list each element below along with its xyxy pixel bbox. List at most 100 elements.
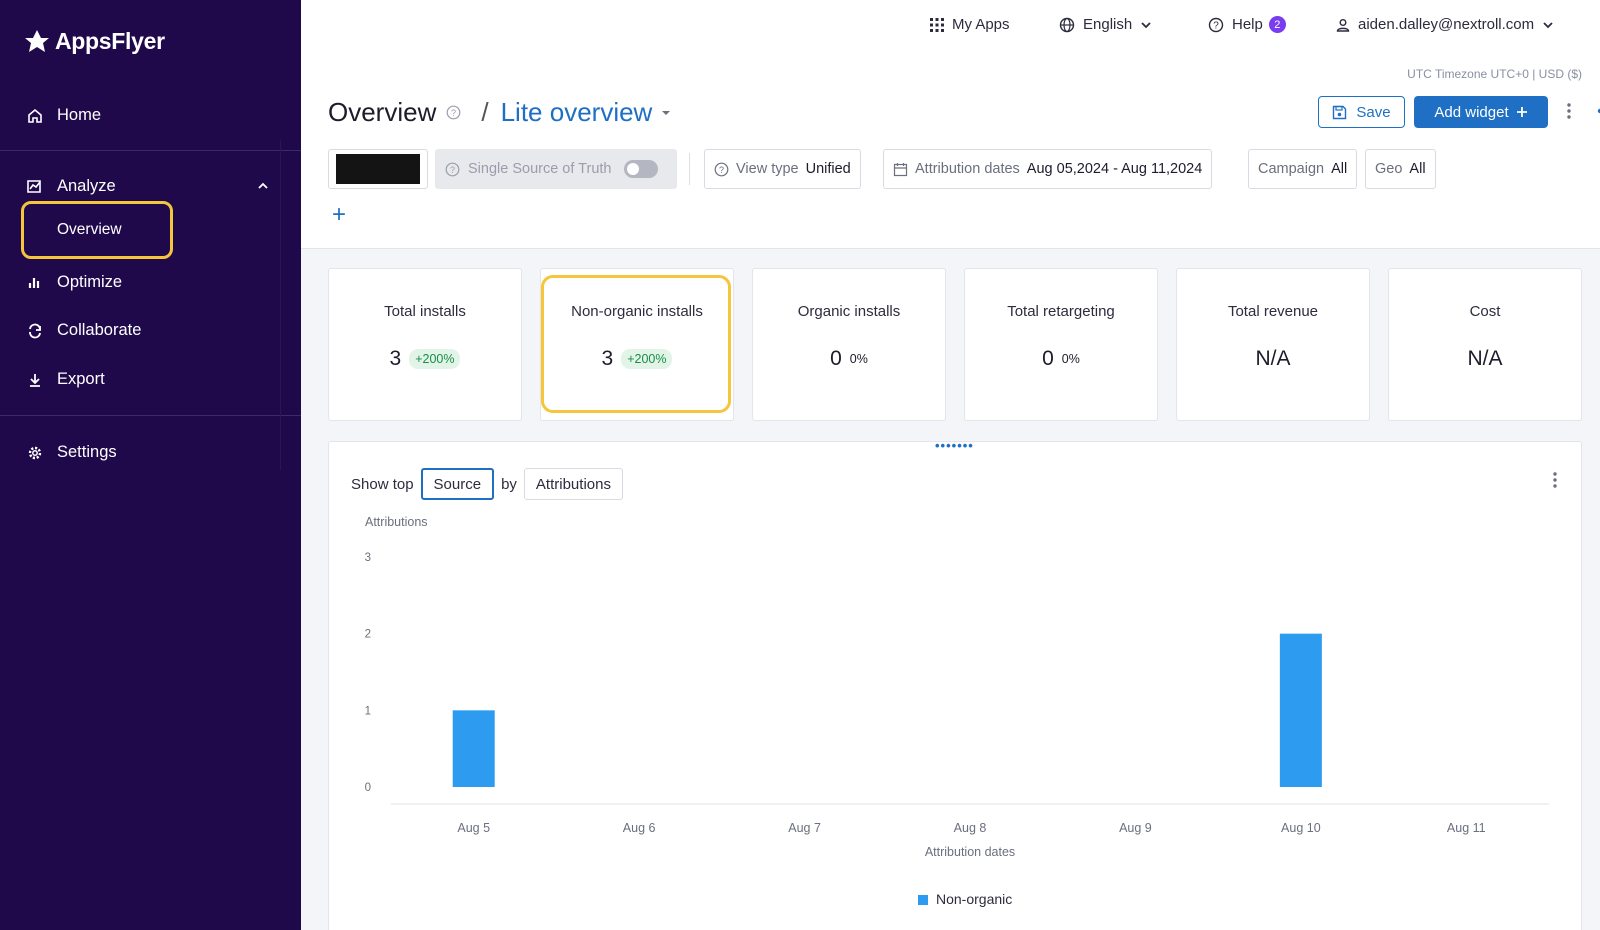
kpi-card-total-retargeting[interactable]: Total retargeting 0 0% [964, 268, 1158, 421]
kpi-title: Cost [1469, 303, 1501, 320]
brand-name: AppsFlyer [55, 28, 165, 54]
kpi-card-total-installs[interactable]: Total installs 3 +200% [328, 268, 522, 421]
timezone-info: UTC Timezone UTC+0 | USD ($) [1407, 67, 1582, 81]
apps-grid-icon [930, 17, 944, 32]
bar-chart-icon [28, 278, 40, 288]
sidebar-item-label: Optimize [57, 272, 123, 291]
view-type-label: View type [736, 161, 799, 177]
widget-more-options-icon[interactable] [1553, 471, 1557, 489]
ssot-label: Single Source of Truth [468, 161, 612, 177]
show-top-label: Show top [351, 475, 414, 493]
kpi-value-row: 3 +200% [541, 347, 733, 371]
campaign-value: All [1331, 161, 1348, 177]
kpi-card-non-organic-installs[interactable]: Non-organic installs 3 +200% [540, 268, 734, 421]
home-icon [28, 108, 42, 123]
caret-down-icon[interactable] [661, 108, 671, 118]
help-link[interactable]: ? Help 2 [1208, 16, 1286, 33]
highlight-frame [541, 275, 731, 413]
view-type-filter[interactable]: ? View type Unified [704, 149, 861, 189]
kpi-title: Organic installs [797, 303, 901, 320]
kpi-card-total-revenue[interactable]: Total revenue N/A [1176, 268, 1370, 421]
dashboard-header: UTC Timezone UTC+0 | USD ($) Overview ? … [301, 53, 1600, 249]
sidebar: AppsFlyer Home Analyze Overview Optimize… [0, 0, 301, 930]
svg-text:?: ? [719, 165, 724, 175]
kpi-value-row: 0 0% [753, 347, 945, 371]
attribution-dates-filter[interactable]: Attribution dates Aug 05,2024 - Aug 11,2… [883, 149, 1213, 189]
by-label: by [501, 475, 517, 493]
metric-selector[interactable]: Attributions [523, 468, 623, 500]
sidebar-item-label: Export [57, 369, 105, 388]
legend-swatch [918, 895, 928, 905]
sidebar-item-optimize[interactable]: Optimize [0, 262, 301, 302]
view-type-value: Unified [805, 161, 851, 177]
dimension-selector[interactable]: Source [420, 468, 495, 500]
language-selector[interactable]: English [1059, 16, 1152, 33]
kpi-value-row: 0 0% [965, 347, 1157, 371]
info-icon[interactable]: ? [446, 105, 461, 120]
sidebar-item-export[interactable]: Export [0, 359, 301, 399]
sidebar-item-overview[interactable]: Overview [21, 201, 173, 259]
chevron-down-icon [1543, 21, 1553, 28]
kpi-value: N/A [1255, 347, 1291, 370]
ssot-switch[interactable] [624, 160, 658, 178]
appsflyer-logo[interactable]: AppsFlyer [24, 28, 165, 55]
plus-icon [1516, 107, 1527, 117]
svg-text:?: ? [1213, 20, 1219, 31]
y-tick-label: 0 [365, 782, 371, 794]
x-tick-label: Aug 5 [457, 821, 490, 835]
sidebar-item-settings[interactable]: Settings [0, 432, 301, 472]
sidebar-item-label: Overview [57, 221, 122, 238]
kpi-value: 3 [389, 347, 402, 370]
save-icon [1333, 105, 1347, 119]
add-filter-button[interactable]: + [332, 201, 347, 228]
chevron-up-icon [258, 182, 268, 189]
legend-label: Non-organic [936, 891, 1012, 907]
geo-label: Geo [1375, 161, 1403, 177]
svg-text:?: ? [450, 165, 455, 175]
widget-controls: Show top Source by Attributions [351, 468, 623, 500]
kpi-card-cost[interactable]: Cost N/A [1388, 268, 1582, 421]
geo-filter[interactable]: Geo All [1365, 149, 1436, 189]
app-selector-redacted [336, 154, 420, 184]
user-email: aiden.dalley@nextroll.com [1358, 16, 1535, 33]
appsflyer-logo-icon [25, 29, 49, 52]
my-apps-link[interactable]: My Apps [930, 16, 1010, 33]
download-icon [30, 374, 40, 387]
y-tick-label: 1 [365, 705, 371, 717]
add-widget-button[interactable]: Add widget [1414, 96, 1548, 128]
kpi-value-row: 3 +200% [329, 347, 521, 371]
attribution-dates-label: Attribution dates [915, 161, 1020, 177]
more-options-icon[interactable] [1567, 102, 1571, 120]
help-notification-badge: 2 [1268, 16, 1286, 33]
single-source-of-truth-toggle[interactable]: ? Single Source of Truth [435, 149, 677, 189]
app-selector[interactable] [328, 149, 428, 189]
kpi-card-organic-installs[interactable]: Organic installs 0 0% [752, 268, 946, 421]
share-icon[interactable] [1595, 102, 1600, 120]
sidebar-item-home[interactable]: Home [0, 95, 301, 135]
dashboard-selector[interactable]: Lite overview [500, 97, 653, 127]
calendar-icon [893, 162, 908, 176]
user-menu[interactable]: aiden.dalley@nextroll.com [1336, 16, 1554, 33]
drag-handle[interactable]: ••••••• [935, 438, 974, 453]
save-button[interactable]: Save [1318, 96, 1405, 128]
bar [452, 710, 495, 787]
page-title: Overview ? / Lite overview [328, 97, 671, 128]
kpi-value: 0 [1042, 347, 1054, 370]
x-tick-label: Aug 9 [1119, 821, 1152, 835]
x-tick-label: Aug 8 [954, 821, 987, 835]
campaign-filter[interactable]: Campaign All [1248, 149, 1358, 189]
x-tick-label: Aug 6 [623, 821, 656, 835]
gear-icon [28, 446, 42, 460]
sidebar-item-analyze[interactable]: Analyze [0, 166, 301, 206]
sidebar-edge [280, 140, 281, 470]
info-icon: ? [714, 162, 729, 176]
my-apps-label: My Apps [952, 16, 1010, 33]
x-tick-label: Aug 11 [1447, 821, 1486, 835]
kpi-title: Non-organic installs [571, 303, 703, 320]
y-tick-label: 3 [365, 552, 371, 564]
top-bar: My Apps English ? Help 2 aiden.dalley@ne… [301, 0, 1600, 53]
sidebar-item-collaborate[interactable]: Collaborate [0, 310, 301, 350]
sidebar-item-label: Settings [57, 442, 117, 461]
filter-separator [689, 153, 690, 185]
sync-icon [29, 323, 41, 339]
